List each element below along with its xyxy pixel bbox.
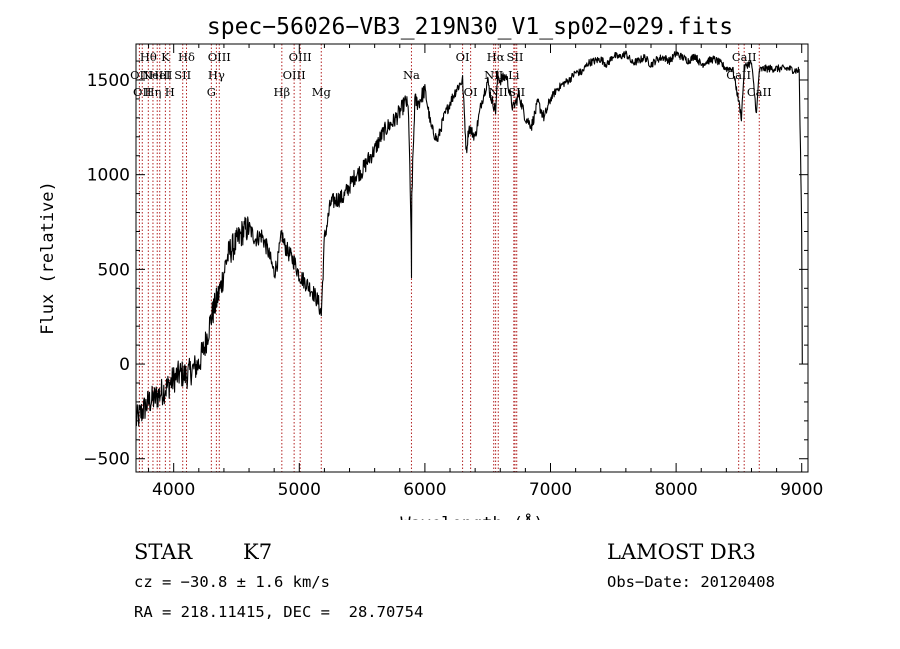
x-axis-label: Wavelength (Å) (400, 512, 543, 520)
object-class: STAR (134, 540, 193, 564)
line-label: K (161, 50, 170, 64)
y-tick-label: −500 (83, 450, 130, 470)
coordinates: RA = 218.11415, DEC = 28.70754 (134, 603, 424, 621)
line-label: G (207, 85, 216, 99)
line-label: CaII (732, 50, 757, 64)
x-tick-label: 7000 (529, 480, 572, 500)
y-tick-label: 0 (119, 355, 130, 375)
spectrum-line (135, 50, 803, 427)
x-axis-ticks: 4000 5000 6000 7000 8000 9000 (148, 44, 823, 500)
y-axis-ticks: −500 0 500 1000 1500 (83, 60, 808, 470)
x-tick-label: 9000 (780, 480, 823, 500)
line-label: SII (174, 68, 191, 82)
line-label: OIII (289, 50, 312, 64)
line-label: Hθ (140, 50, 157, 64)
line-label: Hδ (178, 50, 195, 64)
y-tick-label: 500 (98, 260, 130, 280)
spectrum-chart: spec−56026−VB3_219N30_V1_sp02−029.fits O… (38, 14, 823, 520)
line-label: OII (130, 68, 149, 82)
line-label: CaII (747, 85, 772, 99)
line-label: H (165, 85, 175, 99)
line-label: OI (456, 50, 470, 64)
x-tick-label: 5000 (278, 480, 321, 500)
line-label: Hα (487, 50, 505, 64)
line-label: Li (508, 68, 520, 82)
line-label: SII (506, 50, 523, 64)
chart-title: spec−56026−VB3_219N30_V1_sp02−029.fits (207, 14, 733, 40)
line-label: NII (489, 85, 508, 99)
y-axis-label: Flux (relative) (38, 181, 58, 335)
line-label: Hγ (208, 68, 225, 82)
line-label: Hβ (273, 85, 290, 99)
line-label: OIII (208, 50, 231, 64)
spectral-line-markers (138, 44, 760, 472)
x-tick-label: 6000 (403, 480, 446, 500)
spectral-subclass: K7 (243, 540, 273, 564)
y-tick-label: 1000 (87, 166, 130, 186)
radial-velocity: cz = −30.8 ± 1.6 km/s (134, 573, 330, 591)
line-label: NeIII (142, 68, 173, 82)
observation-date: Obs−Date: 20120408 (607, 573, 775, 591)
line-label: OIII (283, 68, 306, 82)
line-label: OI (464, 85, 478, 99)
plot-frame (135, 43, 809, 473)
line-label: SII (508, 85, 525, 99)
line-label: Hη (144, 85, 161, 99)
x-tick-label: 4000 (152, 480, 195, 500)
x-tick-label: 8000 (654, 480, 697, 500)
y-tick-label: 1500 (87, 71, 130, 91)
survey-name: LAMOST DR3 (607, 540, 756, 564)
line-label: Na (403, 68, 420, 82)
line-label: HeI (149, 68, 170, 82)
line-label: OII (133, 85, 152, 99)
line-label: Mg (312, 85, 332, 99)
line-label: CaII (726, 68, 751, 82)
